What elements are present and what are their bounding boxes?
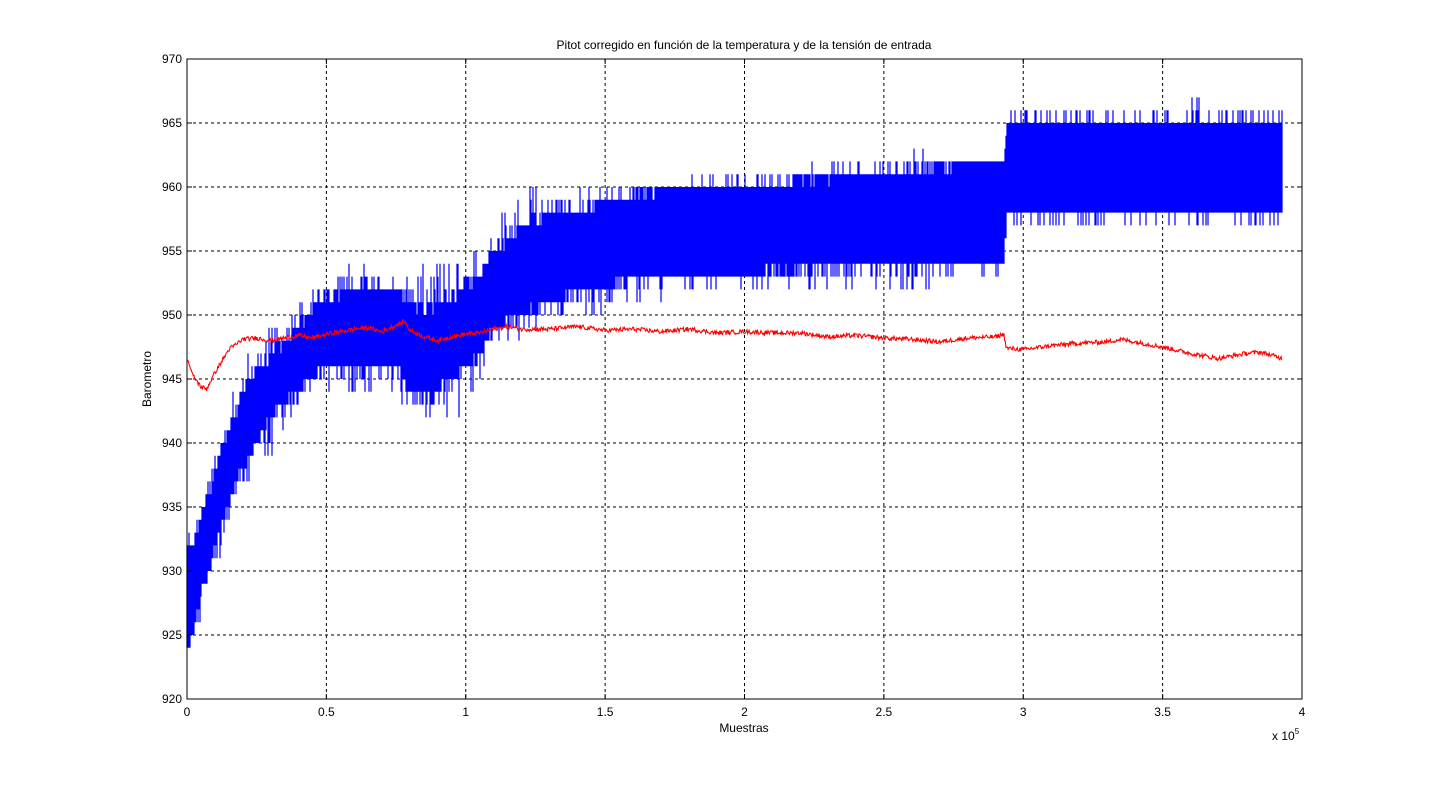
x-tick-label: 3.5 (1154, 705, 1171, 719)
x-tick-label: 2 (741, 705, 748, 719)
x-tick-label: 0.5 (318, 705, 335, 719)
y-tick-label: 920 (162, 692, 182, 706)
x-exponent-base: x 10 (1272, 729, 1295, 743)
series-line-1 (186, 319, 1283, 392)
y-tick-label: 940 (162, 436, 182, 450)
x-tick-label: 3 (1020, 705, 1027, 719)
x-exponent-power: 5 (1295, 727, 1300, 736)
x-exponent-label: x 105 (1272, 727, 1300, 743)
y-tick-label: 925 (162, 628, 182, 642)
x-tick-label: 1 (462, 705, 469, 719)
x-tick-label: 2.5 (876, 705, 893, 719)
y-tick-label: 945 (162, 372, 182, 386)
x-tick-label: 0 (184, 705, 191, 719)
y-tick-label: 950 (162, 308, 182, 322)
grid (187, 59, 1302, 699)
x-tick-label: 4 (1299, 705, 1306, 719)
y-tick-label: 935 (162, 500, 182, 514)
chart-title: Pitot corregido en función de la tempera… (557, 38, 932, 52)
x-tick-label: 1.5 (597, 705, 614, 719)
y-tick-label: 955 (162, 244, 182, 258)
y-tick-label: 965 (162, 116, 182, 130)
y-tick-label: 930 (162, 564, 182, 578)
x-axis-title: Muestras (719, 721, 768, 735)
y-tick-label: 970 (162, 52, 182, 66)
y-axis-title: Barometro (140, 351, 154, 407)
axis-ticks: 0 0.5 1 1.5 2 2.5 3 3.5 4 920 925 930 935 940 945 950 95… (162, 52, 1306, 719)
y-tick-label: 960 (162, 180, 182, 194)
